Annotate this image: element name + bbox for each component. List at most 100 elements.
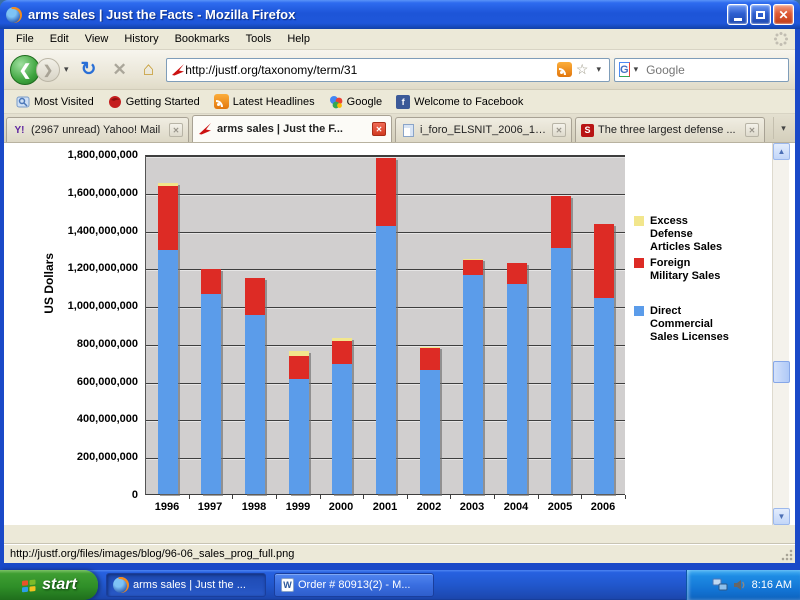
search-input[interactable]: [642, 62, 800, 77]
bar-2002: [420, 347, 440, 494]
back-button[interactable]: ❮: [10, 54, 40, 85]
vertical-scroll-thumb[interactable]: [773, 361, 790, 383]
stop-button: ✕: [112, 59, 127, 79]
x-axis-label: 2006: [590, 501, 616, 513]
engine-dropdown-icon[interactable]: ▾: [633, 64, 639, 74]
menu-view[interactable]: View: [84, 33, 109, 45]
taskbar-button-firefox[interactable]: arms sales | Just the ...: [106, 573, 266, 597]
history-dropdown-icon[interactable]: ▾: [64, 64, 69, 74]
legend-label: Direct Commercial Sales Licenses: [650, 305, 729, 343]
bookmark-google[interactable]: Google: [323, 93, 388, 111]
tab-close-icon[interactable]: ✕: [169, 123, 183, 137]
y-tick-label: 1,200,000,000: [67, 262, 138, 274]
url-bar[interactable]: ☆ ▾: [166, 57, 610, 82]
search-box[interactable]: G ▾: [614, 57, 800, 82]
bookmark-facebook[interactable]: f Welcome to Facebook: [390, 93, 529, 111]
scroll-up-icon[interactable]: ▲: [773, 143, 790, 160]
google-engine-icon[interactable]: G: [619, 62, 630, 77]
home-button[interactable]: ⌂: [142, 58, 155, 80]
x-axis-label: 2004: [503, 501, 529, 513]
legend-swatch: [634, 306, 644, 316]
tab-arms-sales[interactable]: arms sales | Just the F... ✕: [192, 115, 392, 142]
bar-segment: [463, 275, 483, 494]
close-button[interactable]: ✕: [773, 4, 794, 25]
bar-segment: [158, 250, 178, 494]
bar-segment: [463, 260, 483, 275]
x-axis-label: 2000: [328, 501, 354, 513]
bar-segment: [201, 269, 221, 294]
tab-defense-article[interactable]: S The three largest defense ... ✕: [575, 117, 765, 142]
bar-segment: [289, 356, 309, 379]
bar-segment: [289, 351, 309, 356]
x-tick-mark: [276, 495, 277, 499]
forward-button[interactable]: ❯: [36, 57, 60, 82]
vertical-scrollbar[interactable]: ▲ ▼: [772, 143, 790, 525]
taskbar-clock[interactable]: 8:16 AM: [751, 579, 792, 591]
bar-segment: [245, 315, 265, 494]
scroll-down-icon[interactable]: ▼: [773, 508, 790, 525]
bar-2005: [551, 196, 571, 494]
tab-close-icon[interactable]: ✕: [552, 123, 566, 137]
y-tick-label: 1,800,000,000: [67, 149, 138, 161]
most-visited-icon: [16, 96, 30, 107]
bar-1997: [201, 269, 221, 494]
x-tick-mark: [450, 495, 451, 499]
tab-label: (2967 unread) Yahoo! Mail: [31, 124, 161, 136]
gridline: [146, 156, 625, 157]
volume-icon[interactable]: [733, 578, 747, 592]
menu-help[interactable]: Help: [287, 33, 310, 45]
bar-segment: [551, 196, 571, 248]
x-tick-mark: [494, 495, 495, 499]
x-tick-mark: [407, 495, 408, 499]
tab-label: arms sales | Just the F...: [217, 123, 343, 135]
resize-grip[interactable]: [781, 549, 793, 561]
x-tick-mark: [320, 495, 321, 499]
tab-list-dropdown-icon[interactable]: ▾: [773, 117, 793, 139]
start-label: start: [42, 576, 77, 593]
network-icon[interactable]: [712, 578, 728, 592]
minimize-button[interactable]: [727, 4, 748, 25]
bookmark-star-icon[interactable]: ☆: [575, 61, 589, 77]
start-button[interactable]: start: [0, 570, 98, 600]
legend-entry: Foreign Military Sales: [634, 257, 729, 283]
reload-button[interactable]: ↻: [80, 59, 97, 80]
bar-1999: [289, 351, 309, 494]
bar-segment: [507, 284, 527, 494]
google-icon: [329, 95, 343, 108]
bar-segment: [376, 158, 396, 226]
plot-area: [145, 155, 625, 495]
window-bottom-border: [4, 563, 795, 570]
y-tick-label: 0: [131, 489, 138, 501]
bar-segment: [158, 186, 178, 250]
bookmark-label: Latest Headlines: [232, 95, 315, 108]
menu-file[interactable]: File: [16, 33, 34, 45]
bookmark-most-visited[interactable]: Most Visited: [10, 93, 100, 111]
url-dropdown-icon[interactable]: ▾: [596, 64, 601, 74]
getting-started-icon: [108, 95, 121, 108]
tab-document[interactable]: i_foro_ELSNIT_2006_10_0... ✕: [395, 117, 572, 142]
tab-close-icon[interactable]: ✕: [372, 122, 386, 136]
taskbar-button-word[interactable]: W Order # 80913(2) - M...: [274, 573, 434, 597]
bar-segment: [332, 364, 352, 494]
window-titlebar: arms sales | Just the Facts - Mozilla Fi…: [0, 0, 800, 29]
tab-close-icon[interactable]: ✕: [745, 123, 759, 137]
url-input[interactable]: [185, 62, 557, 77]
bookmark-latest-headlines[interactable]: Latest Headlines: [208, 92, 321, 111]
bar-segment: [594, 298, 614, 494]
menu-history[interactable]: History: [124, 33, 159, 45]
chart-legend: Excess Defense Articles Sales Foreign Mil…: [634, 215, 729, 347]
tab-yahoo-mail[interactable]: Y! (2967 unread) Yahoo! Mail ✕: [6, 117, 189, 142]
bookmark-getting-started[interactable]: Getting Started: [102, 93, 206, 111]
status-text: http://justf.org/files/images/blog/96-06…: [10, 547, 295, 560]
rss-icon[interactable]: [556, 62, 572, 77]
bookmarks-toolbar: Most Visited Getting Started Latest Head…: [4, 90, 795, 114]
bar-2001: [376, 158, 396, 494]
y-tick-label: 800,000,000: [76, 338, 138, 350]
y-tick-label: 200,000,000: [76, 451, 138, 463]
menu-edit[interactable]: Edit: [49, 33, 69, 45]
menu-tools[interactable]: Tools: [245, 33, 272, 45]
bar-segment: [420, 370, 440, 494]
firefox-icon: [6, 6, 22, 23]
menu-bookmarks[interactable]: Bookmarks: [174, 33, 230, 45]
maximize-button[interactable]: [750, 4, 771, 25]
